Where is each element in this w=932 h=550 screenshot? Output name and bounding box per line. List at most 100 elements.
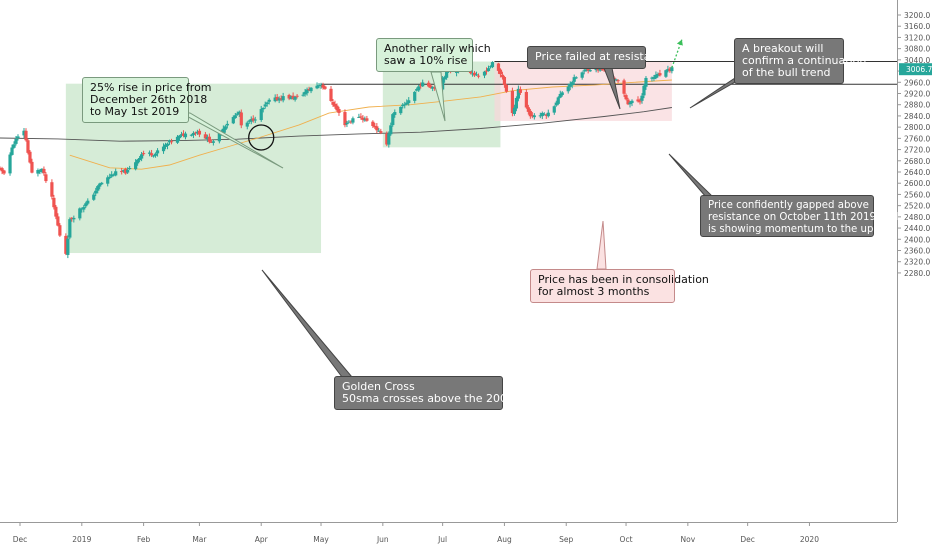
candle	[518, 86, 522, 96]
time-tick-label: Feb	[137, 535, 151, 544]
candle-body	[652, 77, 656, 79]
candle-body	[40, 168, 44, 172]
candle-body	[514, 97, 518, 109]
candle	[566, 83, 570, 94]
candle-body	[343, 112, 347, 126]
candle	[470, 70, 475, 77]
candle-body	[482, 71, 487, 76]
candle	[289, 95, 293, 100]
price-tick-label: 2640.0	[904, 168, 930, 177]
candle	[333, 100, 337, 109]
candle-body	[417, 86, 421, 91]
candle-body	[179, 134, 184, 136]
time-tick-label: 2020	[800, 535, 819, 544]
candle	[504, 84, 509, 93]
candle-body	[100, 182, 104, 185]
price-tick-label: 3120.0	[904, 33, 930, 42]
candle-body	[207, 136, 211, 142]
candle-body	[138, 158, 142, 161]
candle-body	[14, 138, 18, 144]
candle	[443, 75, 447, 83]
candle-body	[379, 131, 383, 133]
candle	[44, 172, 48, 183]
price-tick-label: 2800.0	[904, 123, 930, 132]
candle-body	[516, 88, 520, 99]
candle	[484, 67, 489, 75]
candle	[638, 98, 642, 105]
candle	[331, 99, 335, 107]
golden-cross-callout-line: Golden Cross	[342, 380, 415, 393]
candle-body	[225, 123, 229, 126]
candle	[345, 120, 349, 128]
candle	[38, 168, 42, 175]
candle	[588, 68, 592, 72]
candle	[307, 86, 311, 92]
candle-body	[574, 77, 578, 79]
candle	[375, 123, 379, 134]
candle	[235, 111, 239, 116]
candle-body	[126, 169, 130, 173]
candle-body	[598, 67, 602, 71]
candle-body	[70, 217, 74, 220]
candle-body	[640, 95, 644, 101]
candle-body	[421, 82, 425, 87]
time-axis[interactable]: Dec 2019 Feb Mar Apr May Jun Jul Aug Sep Oct Nov Dec…	[0, 522, 932, 550]
candle	[361, 115, 365, 123]
candle	[498, 68, 503, 78]
candle-body	[399, 106, 403, 114]
candle	[175, 135, 180, 144]
candle-body	[321, 84, 325, 88]
candle-body	[345, 122, 349, 125]
candle	[100, 181, 104, 186]
price-tick-label: 2720.0	[904, 146, 930, 155]
candle	[136, 158, 140, 166]
golden-cross-pointer	[261, 269, 354, 378]
candle-body	[134, 162, 138, 170]
candle-body	[52, 197, 56, 208]
price-tick-label: 2560.0	[904, 190, 930, 199]
candle-body	[8, 154, 12, 174]
price-axis[interactable]: 3200.03160.03120.03080.03040.03000.02960…	[897, 0, 932, 550]
price-tick-label: 2400.0	[904, 235, 930, 244]
candle	[373, 122, 377, 130]
candle	[281, 92, 285, 103]
candle	[526, 104, 530, 115]
time-tick-label: Dec	[740, 535, 755, 544]
candle	[277, 96, 281, 104]
candle	[514, 96, 518, 112]
candle	[335, 103, 339, 112]
candle-body	[413, 91, 417, 101]
candle-body	[502, 76, 507, 86]
candle-body	[614, 79, 618, 81]
candle-body	[26, 140, 30, 153]
candle	[321, 82, 325, 90]
candle	[570, 80, 574, 89]
candle-body	[650, 77, 654, 79]
candle	[128, 165, 132, 170]
candle-body	[584, 69, 588, 71]
candle-body	[544, 114, 548, 116]
candle	[26, 139, 30, 155]
candle	[419, 82, 423, 89]
candle	[337, 106, 341, 116]
candle	[482, 70, 487, 79]
candle	[149, 149, 154, 158]
candle	[183, 131, 188, 140]
gapped-callout-line: resistance on October 11th 2019 and	[708, 212, 899, 223]
sma50-line	[69, 79, 672, 170]
candle-body	[552, 106, 556, 113]
candle-body	[84, 203, 88, 207]
candle-body	[540, 112, 544, 117]
failed-callout: Price failed at resistance	[527, 46, 670, 69]
candle-body	[181, 133, 186, 136]
candle	[616, 79, 620, 84]
candle-body	[80, 208, 84, 210]
candle	[28, 150, 32, 164]
candle-body	[347, 121, 351, 123]
candle-body	[56, 216, 60, 226]
candle-body	[289, 96, 293, 100]
candle-body	[42, 168, 46, 174]
candle	[393, 109, 397, 118]
candle	[177, 135, 182, 141]
candle	[251, 115, 255, 123]
